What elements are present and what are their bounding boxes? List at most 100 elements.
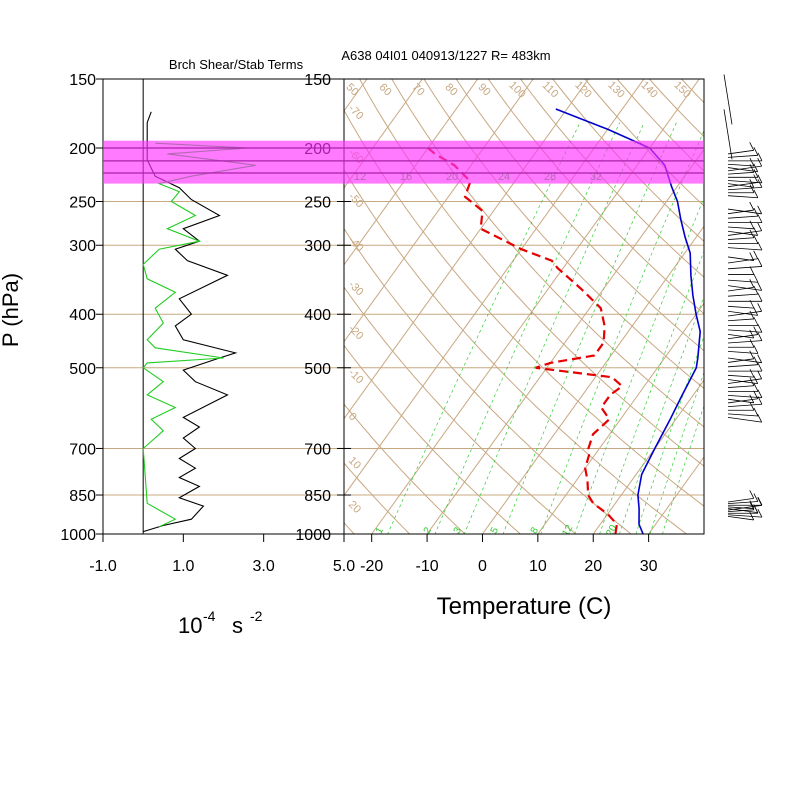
y-tick-label: 1000: [60, 527, 96, 544]
wind-barb-flag: [758, 282, 762, 290]
adiabat-label: 150: [671, 79, 692, 100]
wind-barb-staff: [728, 184, 754, 188]
wind-barb-staff: [728, 294, 758, 296]
x-tick-label: -20: [360, 558, 383, 575]
wind-barb-flag: [754, 190, 758, 198]
wind-barbs: [724, 74, 762, 519]
wind-barb-flag: [758, 509, 762, 517]
dry-adiabat: [130, 63, 422, 546]
isotherm-label: 10: [346, 455, 363, 472]
wind-barb-flag: [758, 363, 762, 371]
x-tick-label: -1.0: [89, 558, 117, 575]
mixing-ratio-line: [646, 123, 797, 546]
x-tick-label: 0: [478, 558, 487, 575]
adiabat-label: 110: [540, 79, 561, 100]
dry-adiabat: [603, 63, 800, 546]
wind-barb-staff: [728, 334, 754, 338]
mixing-ratio-line: [632, 123, 785, 546]
wind-barb-flag: [750, 142, 754, 150]
y-tick-label: 400: [304, 307, 331, 324]
isotherm-label: -50: [346, 191, 366, 211]
wind-barb-flag: [754, 236, 758, 244]
wind-barb-staff: [728, 365, 758, 367]
wind-barb-staff: [728, 238, 754, 240]
wind-barb-staff: [728, 248, 762, 250]
dry-adiabat: [288, 63, 703, 546]
y-tick-label: 500: [69, 361, 96, 378]
wind-barb-flag: [758, 293, 762, 301]
y-tick-label: 1000: [295, 527, 331, 544]
skew-t-x-axis-label: Temperature (C): [437, 593, 612, 620]
wind-barb-flag: [754, 147, 758, 155]
wind-barb-flag: [750, 378, 754, 386]
dry-adiabat: [509, 63, 800, 546]
highlight-band: [103, 141, 704, 184]
dry-adiabat: [761, 63, 800, 546]
wind-barb-staff: [728, 155, 758, 157]
y-tick-label: 250: [304, 195, 331, 212]
wind-barb-staff: [728, 505, 762, 510]
series-line-red: [428, 148, 622, 534]
wind-barb-flag: [750, 279, 754, 287]
x-tick-label: 20: [584, 558, 602, 575]
mixing-ratio-line: [460, 123, 645, 546]
wind-barb-staff: [728, 196, 758, 198]
dry-adiabat: [225, 63, 590, 546]
dry-adiabat: [572, 63, 800, 546]
wind-barb-flag: [754, 383, 758, 391]
wind-barb-flag: [758, 223, 762, 231]
dry-adiabat: [698, 63, 800, 546]
y-tick-label: 150: [304, 72, 331, 89]
isotherm-label: -20: [346, 323, 366, 343]
dry-adiabat: [98, 63, 365, 546]
x-tick-label: 1.0: [172, 558, 194, 575]
wind-barb-flag: [758, 333, 762, 341]
y-tick-label: 250: [69, 195, 96, 212]
wind-barb-flag: [750, 395, 754, 403]
mixing-ratio-label: 12: [560, 523, 575, 539]
wind-barb-flag: [750, 202, 754, 210]
wind-barb-staff: [728, 386, 754, 388]
wind-barb-flag: [754, 251, 758, 259]
wind-barb-flag: [754, 208, 758, 216]
wind-barb-staff: [728, 311, 758, 315]
wind-barb-flag: [750, 221, 754, 229]
wind-barb-staff: [728, 286, 762, 291]
dry-adiabat: [351, 63, 800, 546]
wind-barb-flag: [750, 402, 754, 410]
dry-adiabat: [256, 63, 646, 546]
wind-barb-flag: [758, 303, 762, 311]
wind-barb-staff: [728, 280, 758, 282]
wind-barb-flag: [758, 324, 762, 332]
wind-barb-staff: [728, 172, 754, 174]
series-line-green: [143, 143, 255, 527]
wind-barb-staff: [728, 502, 758, 504]
adiabat-label: 50: [344, 81, 361, 98]
x-label-exponent: -4: [203, 608, 216, 624]
dry-adiabat: [540, 63, 800, 546]
y-tick-label: 850: [69, 488, 96, 505]
y-tick-label: 700: [304, 441, 331, 458]
adiabat-label: 70: [410, 81, 427, 98]
wind-barb-staff: [728, 266, 762, 268]
wind-barb-flag: [758, 390, 762, 398]
wind-barb-flag: [754, 317, 758, 325]
wind-barb-flag: [754, 327, 758, 335]
y-tick-label: 150: [69, 72, 96, 89]
adiabat-label: 100: [506, 79, 527, 100]
y-tick-label: 300: [69, 238, 96, 255]
wind-barb-staff: [728, 319, 754, 321]
adiabat-label: 90: [476, 81, 493, 98]
left-panel-title: Brch Shear/Stab Terms: [169, 57, 304, 72]
x-tick-label: 30: [640, 558, 658, 575]
dry-adiabat: [414, 63, 800, 546]
x-tick-label: 5.0: [333, 558, 355, 575]
skew-t-title: A638 04I01 040913/1227 R= 483km: [341, 48, 550, 63]
wind-barb-flag: [758, 258, 762, 266]
wind-barb-staff: [728, 404, 762, 406]
wind-barb-staff: [728, 341, 762, 343]
mixing-ratio-label: 20: [604, 523, 619, 539]
wind-barb-staff: [728, 306, 754, 308]
